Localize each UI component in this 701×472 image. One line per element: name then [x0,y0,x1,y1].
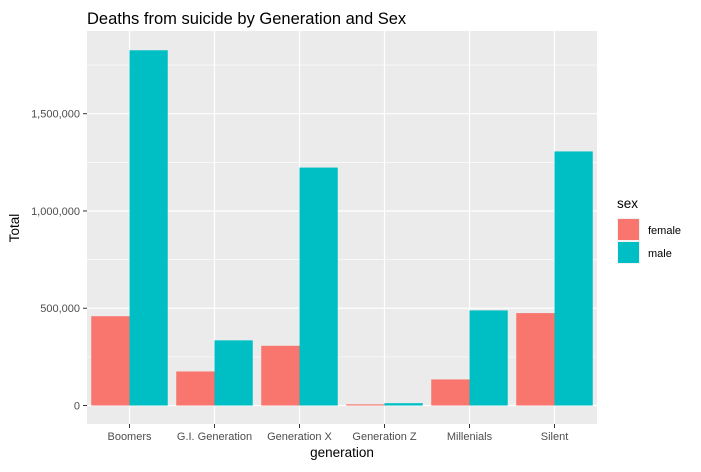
bar-male [554,151,593,406]
y-tick-label: 1,000,000 [31,206,80,218]
x-tick-label: Millenials [447,431,493,443]
bar-male [299,167,338,406]
legend-label-male: male [648,248,672,260]
y-tick-label: 1,500,000 [31,109,80,121]
bar-female [261,345,300,406]
legend-swatch-male [618,242,639,263]
bar-female [346,404,385,406]
bar-female [516,313,555,406]
chart-title: Deaths from suicide by Generation and Se… [87,10,407,28]
bar-female [91,316,130,406]
legend: sex female male [617,196,681,264]
plot-panel [87,31,597,424]
bar-male [384,403,423,406]
y-tick-label: 500,000 [40,303,80,315]
x-tick-label: Silent [541,431,569,443]
legend-title: sex [617,196,638,211]
x-tick-label: Generation Z [352,431,416,443]
y-axis-title: Total [7,214,22,243]
bar-female [176,371,215,406]
legend-label-female: female [648,225,681,237]
y-axis: 0 500,000 1,000,000 1,500,000 [31,109,87,413]
y-tick-label: 0 [74,401,80,413]
x-tick-label: Generation X [267,431,332,443]
bar-male [214,340,253,406]
x-tick-label: Boomers [107,431,152,443]
x-tick-label: G.I. Generation [177,431,252,443]
x-axis: Boomers G.I. Generation Generation X Genera… [107,424,568,443]
bar-male [469,310,508,406]
bars [91,50,593,406]
x-axis-title: generation [310,445,374,460]
legend-swatch-female [618,219,639,240]
bar-female [431,379,470,406]
bar-male [129,50,168,406]
